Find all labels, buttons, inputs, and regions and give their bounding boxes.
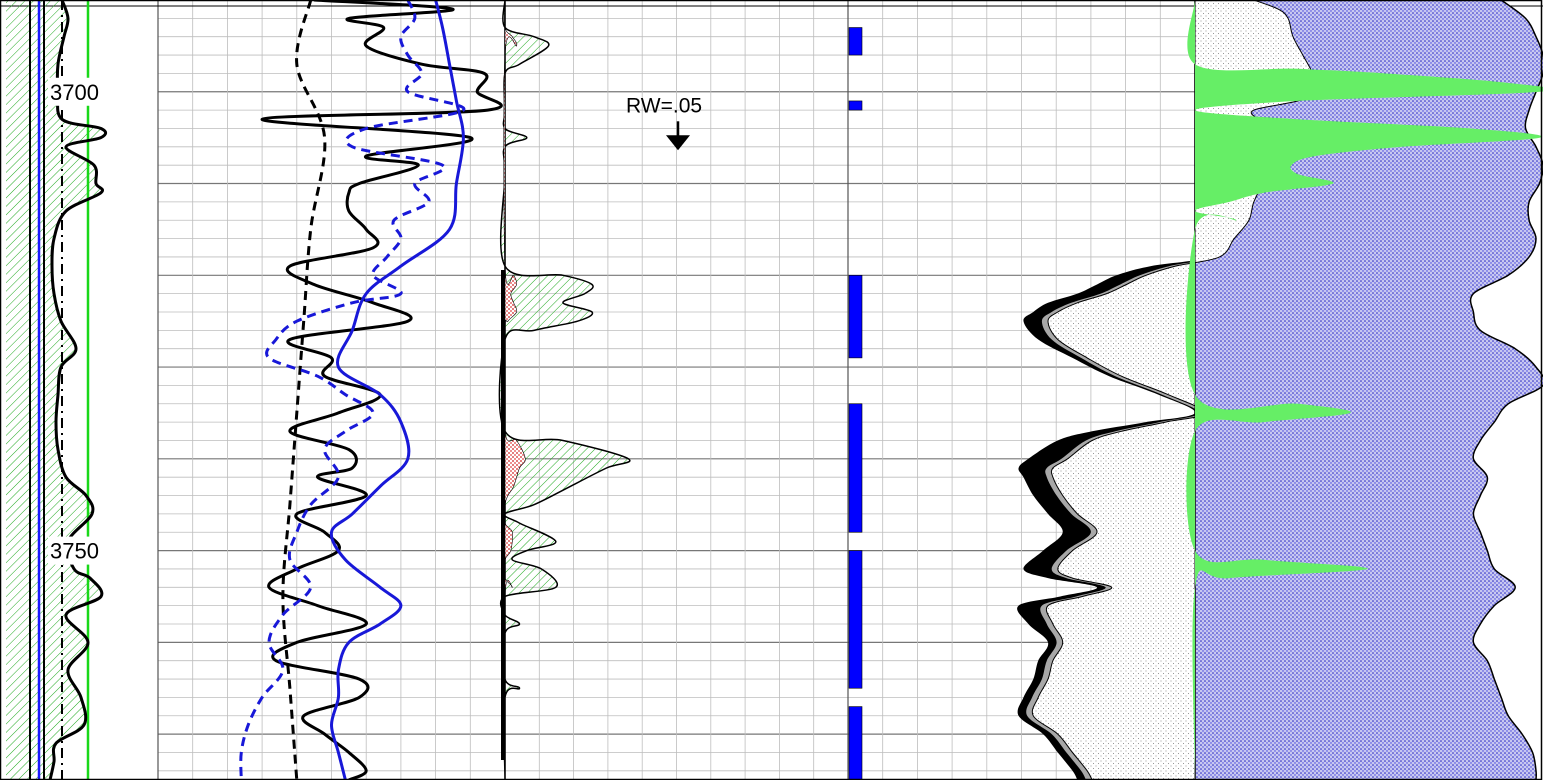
gr-curve: [48, 0, 108, 780]
track-5: [848, 27, 863, 780]
gr-fill: [42, 0, 106, 780]
annotation-arrowhead: [666, 135, 690, 151]
annotation-text: RW=.05: [626, 94, 702, 117]
interval-bar: [848, 706, 863, 780]
curve-4: [329, 0, 465, 780]
track-1: [6, 0, 108, 780]
depth-label-bg: [48, 77, 114, 106]
track-6: [1017, 0, 1543, 780]
interval-bar: [848, 100, 863, 111]
curve-2: [260, 0, 503, 780]
right-curve: [1194, 0, 1543, 780]
interval-bar: [848, 274, 863, 359]
green-spikes: [1185, 0, 1543, 780]
red-fill-curve: [503, 0, 526, 780]
interval-bar: [848, 550, 863, 689]
lith-hatch: [6, 0, 42, 780]
interval-bar: [848, 403, 863, 533]
depth-labels: 3700 3750: [48, 77, 114, 565]
track-3: [498, 0, 631, 780]
track-2: [239, 0, 503, 780]
annotations: RW=.05: [626, 94, 702, 151]
depth-label: 3750: [50, 539, 99, 564]
depth-label: 3700: [50, 80, 99, 105]
depth-label-bg: [48, 536, 114, 565]
curve-1: [281, 0, 327, 780]
interval-bar: [848, 27, 863, 56]
